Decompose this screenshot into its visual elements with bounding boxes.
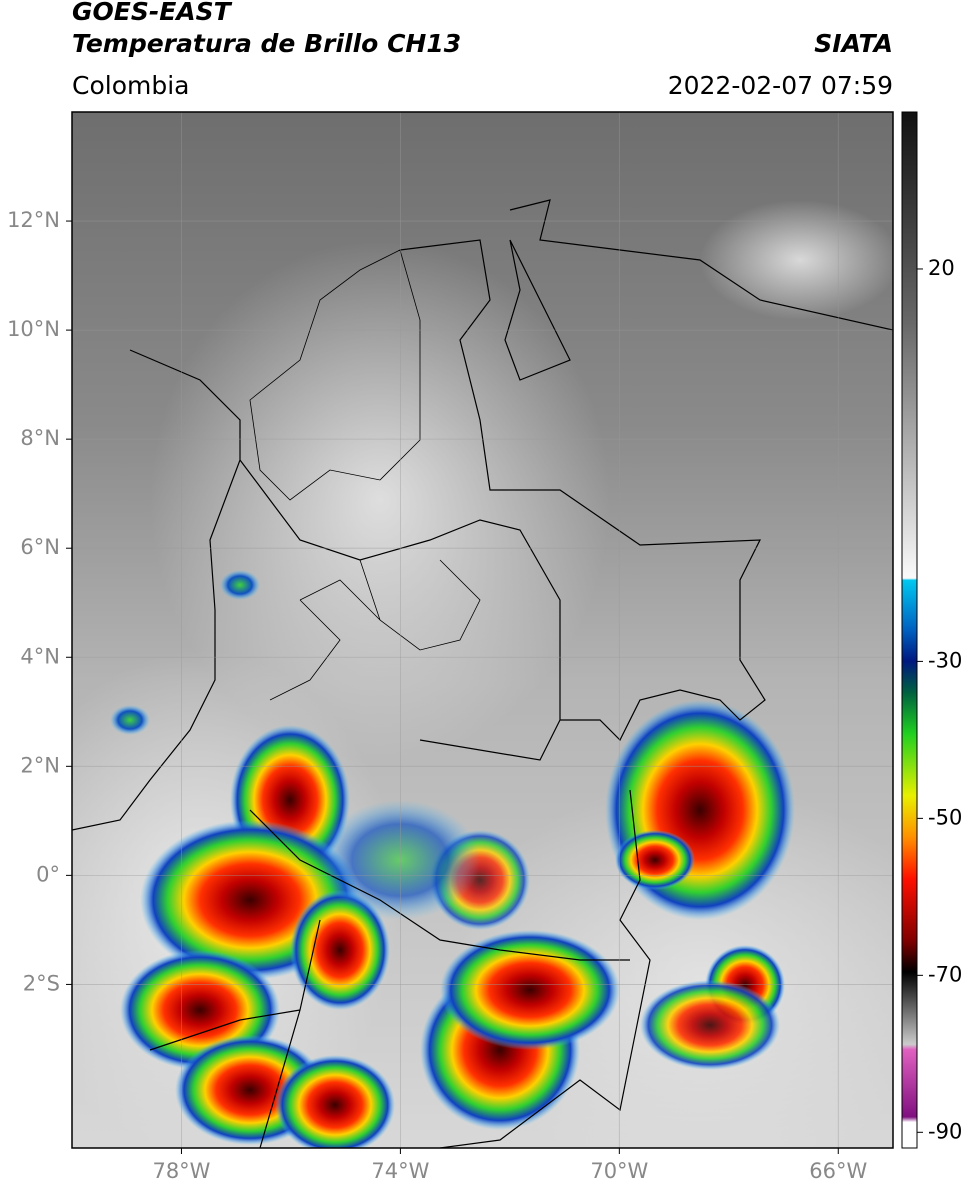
y-tick-label: 8°N xyxy=(20,426,60,450)
grid xyxy=(72,112,893,1148)
colorbar-label: -30 xyxy=(928,648,962,672)
satellite-image xyxy=(72,112,893,1148)
map-frame xyxy=(71,111,894,1149)
x-tick-label: 66°W xyxy=(809,1159,867,1183)
y-tick-label: 12°N xyxy=(7,208,60,232)
colorbar-label: -90 xyxy=(928,1119,962,1143)
y-tick-label: 0° xyxy=(36,862,60,886)
subtitle: Temperatura de Brillo CH13 xyxy=(72,29,461,58)
y-tick-label: 6°N xyxy=(20,535,60,559)
colorbar-label: -50 xyxy=(928,805,962,829)
x-tick-label: 78°W xyxy=(152,1159,210,1183)
source: SIATA xyxy=(814,29,893,58)
colorbar-label: 20 xyxy=(928,256,955,280)
colorbar xyxy=(901,111,918,1149)
x-tick-label: 70°W xyxy=(590,1159,648,1183)
title: GOES-EAST xyxy=(72,0,233,26)
x-tick-label: 74°W xyxy=(371,1159,429,1183)
region: Colombia xyxy=(72,71,189,100)
y-tick-label: 2°N xyxy=(20,753,60,777)
colorbar-label: -70 xyxy=(928,962,962,986)
y-tick-label: 2°S xyxy=(23,971,60,995)
y-tick-label: 10°N xyxy=(7,317,60,341)
datetime: 2022-02-07 07:59 xyxy=(668,71,893,100)
y-tick-label: 4°N xyxy=(20,644,60,668)
